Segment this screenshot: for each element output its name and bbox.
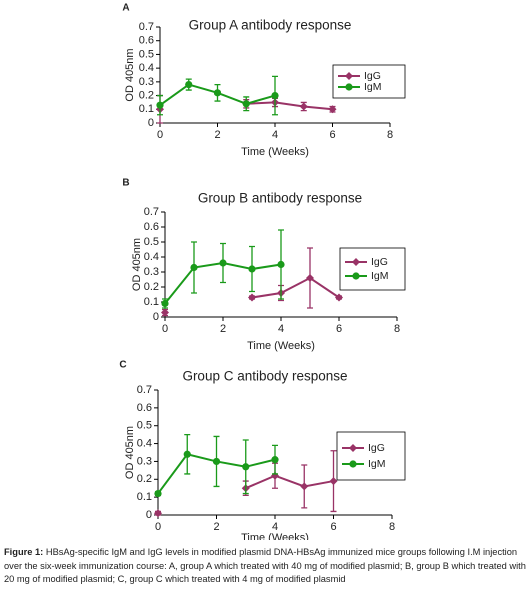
marker <box>349 444 357 452</box>
marker <box>306 274 314 282</box>
legend-label: IgG <box>371 256 388 268</box>
marker <box>352 258 360 266</box>
x-tick-label: 0 <box>155 521 161 533</box>
y-axis-label: OD 405nm <box>131 238 143 291</box>
marker <box>242 463 250 471</box>
x-tick-label: 4 <box>278 323 284 335</box>
marker <box>300 482 309 491</box>
y-tick-label: 0.3 <box>137 455 152 467</box>
caption-label: Figure 1: <box>4 547 44 557</box>
legend-label: IgG <box>368 442 385 454</box>
y-tick-label: 0.4 <box>139 62 154 74</box>
marker <box>277 260 285 269</box>
x-tick-label: 4 <box>272 521 278 533</box>
marker <box>271 91 279 100</box>
y-tick-label: 0.6 <box>144 221 159 233</box>
caption: Figure 1: HBsAg-specific IgM and IgG lev… <box>4 546 526 587</box>
caption-text: HBsAg-specific IgM and IgG levels in mod… <box>4 547 526 584</box>
x-tick-label: 2 <box>220 323 226 335</box>
marker <box>161 299 169 308</box>
marker <box>328 105 337 114</box>
panel-label: B <box>122 178 129 189</box>
marker <box>242 100 250 108</box>
marker <box>190 263 198 272</box>
y-tick-label: 0.6 <box>139 35 154 47</box>
series-line <box>246 101 333 111</box>
y-tick-label: 0.1 <box>144 296 159 308</box>
y-tick-label: 0 <box>153 311 159 323</box>
marker <box>183 450 191 458</box>
legend-label: IgM <box>364 81 382 93</box>
marker <box>185 81 193 89</box>
marker <box>345 83 353 91</box>
marker <box>213 89 222 97</box>
x-tick-label: 2 <box>213 521 219 533</box>
marker <box>335 293 343 302</box>
legend-label: IgM <box>368 458 386 470</box>
legend-label: IgG <box>364 70 381 82</box>
series-line <box>251 276 340 299</box>
marker <box>156 101 164 109</box>
y-tick-label: 0.1 <box>139 103 154 115</box>
marker <box>271 456 279 464</box>
marker <box>345 72 353 80</box>
x-tick-label: 4 <box>272 129 278 141</box>
marker <box>219 259 227 267</box>
y-tick-label: 0.7 <box>139 21 154 33</box>
y-tick-label: 0.4 <box>137 437 152 449</box>
x-tick-label: 8 <box>387 129 393 141</box>
series-line <box>245 474 334 490</box>
marker <box>154 509 162 518</box>
panel-label: C <box>119 360 126 371</box>
legend-box <box>336 431 406 481</box>
chart-title: Group C antibody response <box>182 369 347 384</box>
y-tick-label: 0.1 <box>137 491 152 503</box>
marker <box>154 489 162 498</box>
x-tick-label: 8 <box>394 323 400 335</box>
panel-label: A <box>122 3 129 14</box>
y-tick-label: 0.5 <box>139 48 154 60</box>
marker <box>248 293 256 302</box>
x-axis-label: Time (Weeks) <box>247 340 315 352</box>
legend-box <box>339 247 406 291</box>
y-tick-label: 0.3 <box>139 76 154 88</box>
legend-label: IgM <box>371 270 389 282</box>
marker <box>248 265 256 273</box>
marker <box>299 102 308 111</box>
y-tick-label: 0.4 <box>144 251 159 263</box>
y-tick-label: 0 <box>146 509 152 521</box>
x-tick-label: 2 <box>214 129 220 141</box>
x-axis-label: Time (Weeks) <box>241 532 309 540</box>
y-tick-label: 0.5 <box>144 236 159 248</box>
y-tick-label: 0.3 <box>144 266 159 278</box>
x-tick-label: 6 <box>329 129 335 141</box>
y-tick-label: 0 <box>148 117 154 129</box>
legend-box <box>332 64 406 99</box>
y-axis-label: OD 405nm <box>124 426 136 479</box>
y-tick-label: 0.2 <box>144 281 159 293</box>
marker <box>161 308 169 317</box>
marker <box>329 477 338 486</box>
y-tick-label: 0.2 <box>137 473 152 485</box>
marker <box>212 457 221 466</box>
y-tick-label: 0.5 <box>137 420 152 432</box>
x-tick-label: 8 <box>389 521 395 533</box>
marker <box>349 460 357 468</box>
y-tick-label: 0.6 <box>137 402 152 414</box>
marker <box>352 272 360 280</box>
y-axis-label: OD 405nm <box>124 48 136 101</box>
chart-title: Group A antibody response <box>189 18 352 33</box>
x-axis-label: Time (Weeks) <box>241 146 309 158</box>
x-tick-label: 0 <box>157 129 163 141</box>
x-tick-label: 0 <box>162 323 168 335</box>
y-tick-label: 0.2 <box>139 89 154 101</box>
y-tick-label: 0.7 <box>137 384 152 396</box>
x-tick-label: 6 <box>336 323 342 335</box>
x-tick-label: 6 <box>330 521 336 533</box>
chart-title: Group B antibody response <box>198 191 362 206</box>
y-tick-label: 0.7 <box>144 206 159 218</box>
